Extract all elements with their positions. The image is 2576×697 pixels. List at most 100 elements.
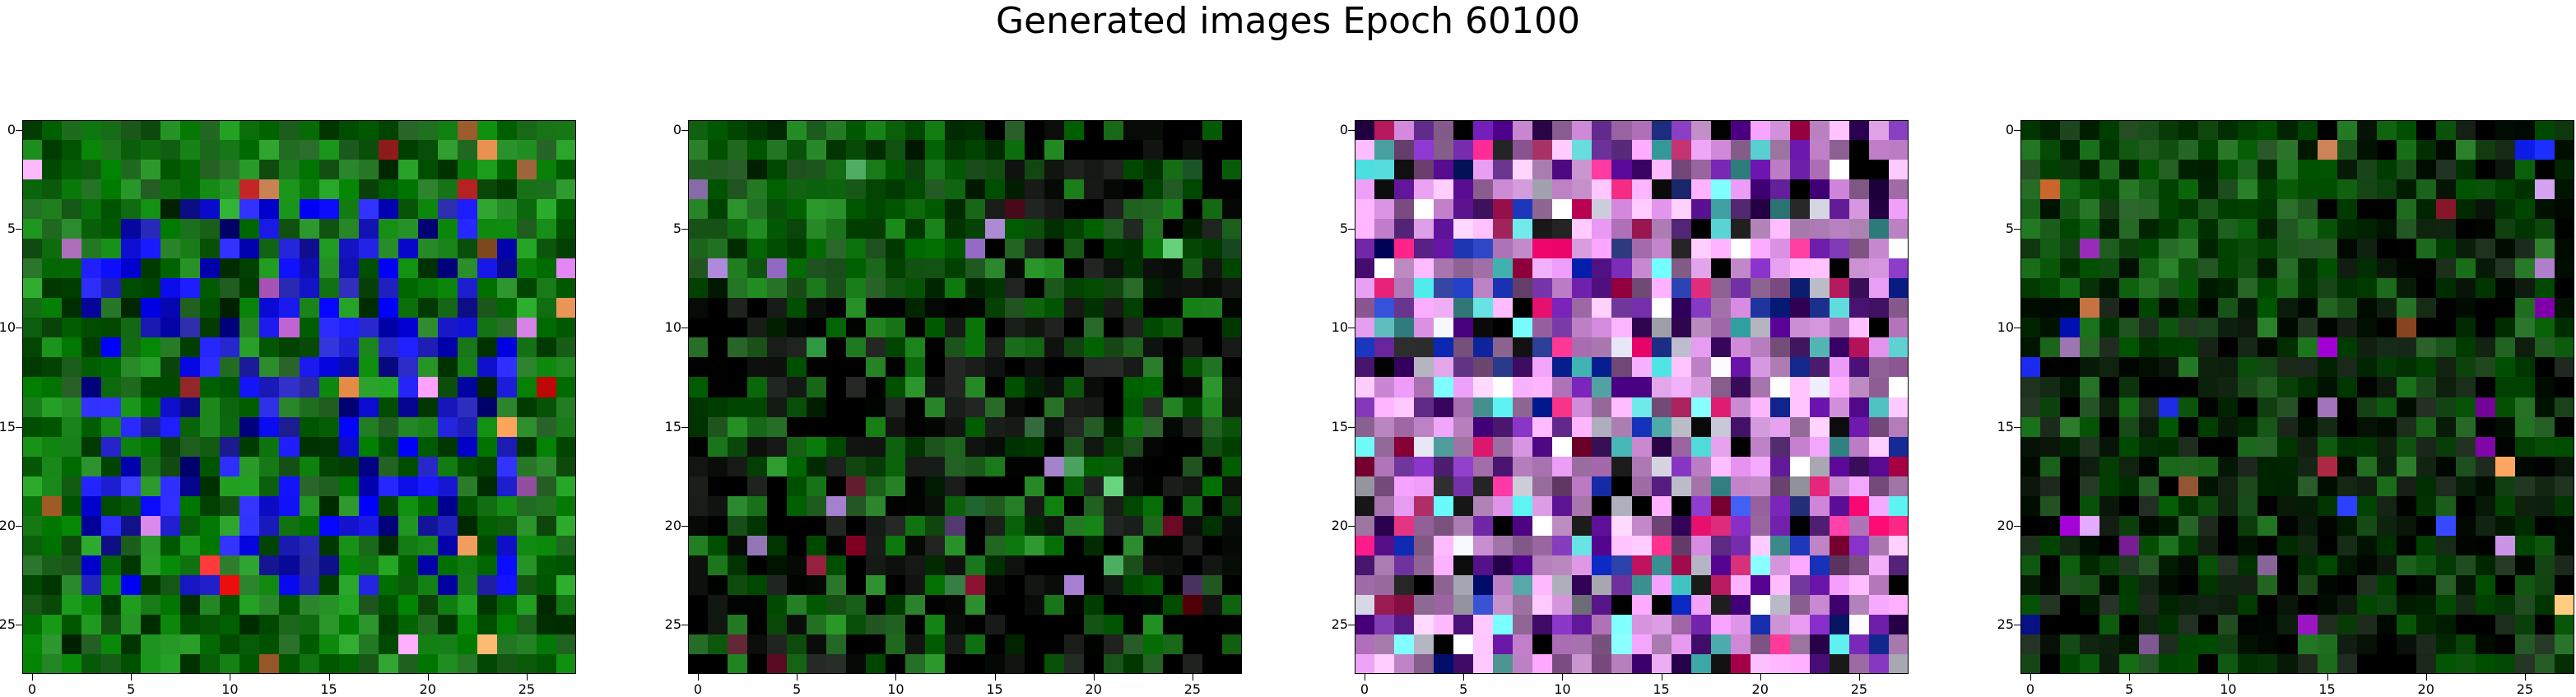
pixel	[925, 495, 946, 516]
x-tick-label: 5	[127, 681, 136, 697]
pixel	[866, 377, 886, 397]
pixel	[1162, 476, 1183, 496]
pixel	[1103, 199, 1123, 220]
pixel	[1103, 239, 1123, 259]
pixel	[2317, 574, 2337, 595]
pixel	[220, 337, 240, 358]
pixel	[787, 436, 807, 457]
pixel	[2416, 436, 2436, 457]
pixel	[1063, 258, 1084, 279]
pixel	[2060, 278, 2081, 299]
pixel	[81, 219, 102, 239]
pixel	[2297, 239, 2318, 259]
pixel	[2178, 515, 2199, 536]
pixel	[180, 337, 201, 358]
pixel	[1710, 357, 1731, 378]
pixel	[2376, 515, 2397, 536]
pixel	[1453, 120, 1474, 141]
pixel	[1374, 476, 1395, 496]
pixel	[2317, 278, 2337, 299]
pixel	[905, 357, 926, 378]
pixel	[556, 140, 576, 160]
pixel	[437, 634, 458, 654]
pixel	[1004, 120, 1025, 141]
pixel	[2475, 278, 2495, 299]
pixel	[338, 199, 359, 220]
pixel	[2435, 199, 2456, 220]
pixel	[2495, 416, 2515, 437]
pixel	[2238, 634, 2258, 654]
pixel	[1809, 653, 1830, 674]
pixel	[826, 495, 847, 516]
pixel	[437, 337, 458, 358]
pixel	[1730, 515, 1751, 536]
pixel	[2238, 199, 2258, 220]
pixel	[1730, 535, 1751, 555]
y-tick-label: 0	[2005, 122, 2014, 138]
pixel	[1829, 140, 1849, 160]
pixel	[925, 318, 946, 338]
pixel	[2040, 219, 2061, 239]
pixel	[1552, 318, 1573, 338]
pixel	[2198, 337, 2219, 358]
pixel	[984, 574, 1005, 595]
pixel	[2297, 140, 2318, 160]
pixel	[1453, 495, 1474, 516]
pixel	[2475, 535, 2495, 555]
pixel	[767, 515, 788, 536]
pixel	[1182, 298, 1202, 318]
pixel	[437, 397, 458, 417]
pixel	[2159, 377, 2179, 397]
pixel	[1103, 140, 1123, 160]
pixel	[807, 337, 827, 358]
pixel	[2099, 318, 2120, 338]
pixel	[160, 515, 181, 536]
pixel	[2435, 120, 2456, 141]
pixel	[767, 377, 788, 397]
pixel	[2178, 258, 2199, 279]
pixel	[259, 160, 280, 180]
pixel	[220, 555, 240, 575]
pixel	[1769, 397, 1790, 417]
pixel	[42, 397, 63, 417]
pixel	[925, 574, 946, 595]
pixel	[1730, 179, 1751, 200]
pixel	[1004, 357, 1025, 378]
pixel	[1162, 614, 1183, 634]
pixel	[2337, 337, 2357, 358]
pixel	[1414, 120, 1434, 141]
pixel	[2514, 298, 2535, 318]
pixel	[984, 416, 1005, 437]
pixel	[1024, 495, 1044, 516]
y-tick-mark	[16, 426, 22, 428]
pixel	[2178, 634, 2199, 654]
pixel	[1434, 120, 1454, 141]
pixel	[259, 120, 280, 141]
pixel	[2376, 416, 2397, 437]
pixel	[1532, 535, 1553, 555]
pixel	[1221, 318, 1242, 338]
pixel	[62, 179, 82, 200]
pixel	[2257, 416, 2278, 437]
pixel	[1024, 614, 1044, 634]
pixel	[2257, 377, 2278, 397]
pixel	[2297, 476, 2318, 496]
pixel	[2218, 179, 2239, 200]
pixel	[417, 515, 438, 536]
pixel	[1888, 634, 1909, 654]
pixel	[1848, 179, 1869, 200]
pixel	[1809, 495, 1830, 516]
pixel	[417, 634, 438, 654]
pixel	[787, 555, 807, 575]
pixel	[1044, 456, 1064, 476]
pixel	[1513, 634, 1533, 654]
pixel	[1044, 239, 1064, 259]
pixel	[2455, 476, 2476, 496]
pixel	[1142, 120, 1163, 141]
pixel	[2139, 377, 2160, 397]
pixel	[945, 120, 965, 141]
pixel	[1493, 397, 1514, 417]
pixel	[516, 179, 537, 200]
pixel	[787, 397, 807, 417]
pixel	[2356, 140, 2377, 160]
